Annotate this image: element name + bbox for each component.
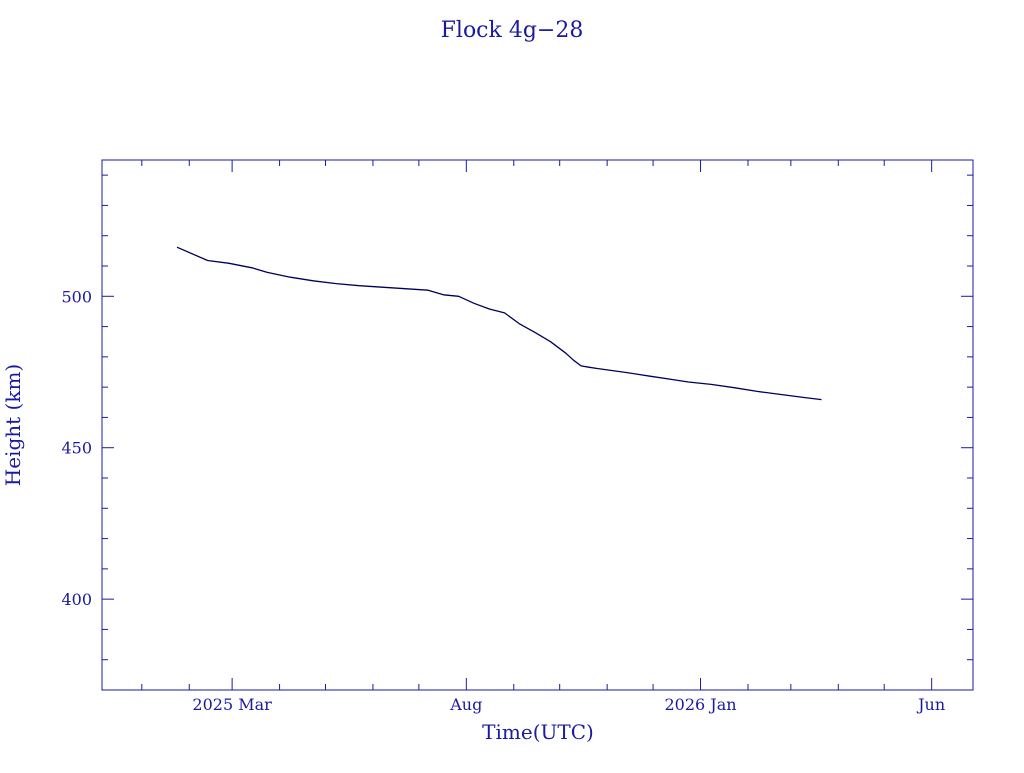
x-tick-label: Jun <box>916 695 945 714</box>
y-tick-label: 450 <box>61 439 92 458</box>
series-line-1 <box>176 246 822 401</box>
tick-labels: 400 450 500 2025 Mar Aug 2026 Jan Jun <box>61 287 945 714</box>
chart-title: Flock 4g−28 <box>441 18 584 43</box>
plot-border <box>101 159 974 691</box>
x-tick-label: Aug <box>449 695 482 714</box>
plot-frame <box>101 159 974 691</box>
x-tick-label: 2025 Mar <box>192 695 272 714</box>
axis-ticks <box>102 160 973 691</box>
series-layer <box>176 246 822 401</box>
y-axis-title: Height (km) <box>1 364 25 486</box>
y-tick-label: 500 <box>61 287 92 306</box>
x-tick-label: 2026 Jan <box>664 695 736 714</box>
y-tick-label: 400 <box>61 590 92 609</box>
x-axis-title: Time(UTC) <box>482 720 594 744</box>
